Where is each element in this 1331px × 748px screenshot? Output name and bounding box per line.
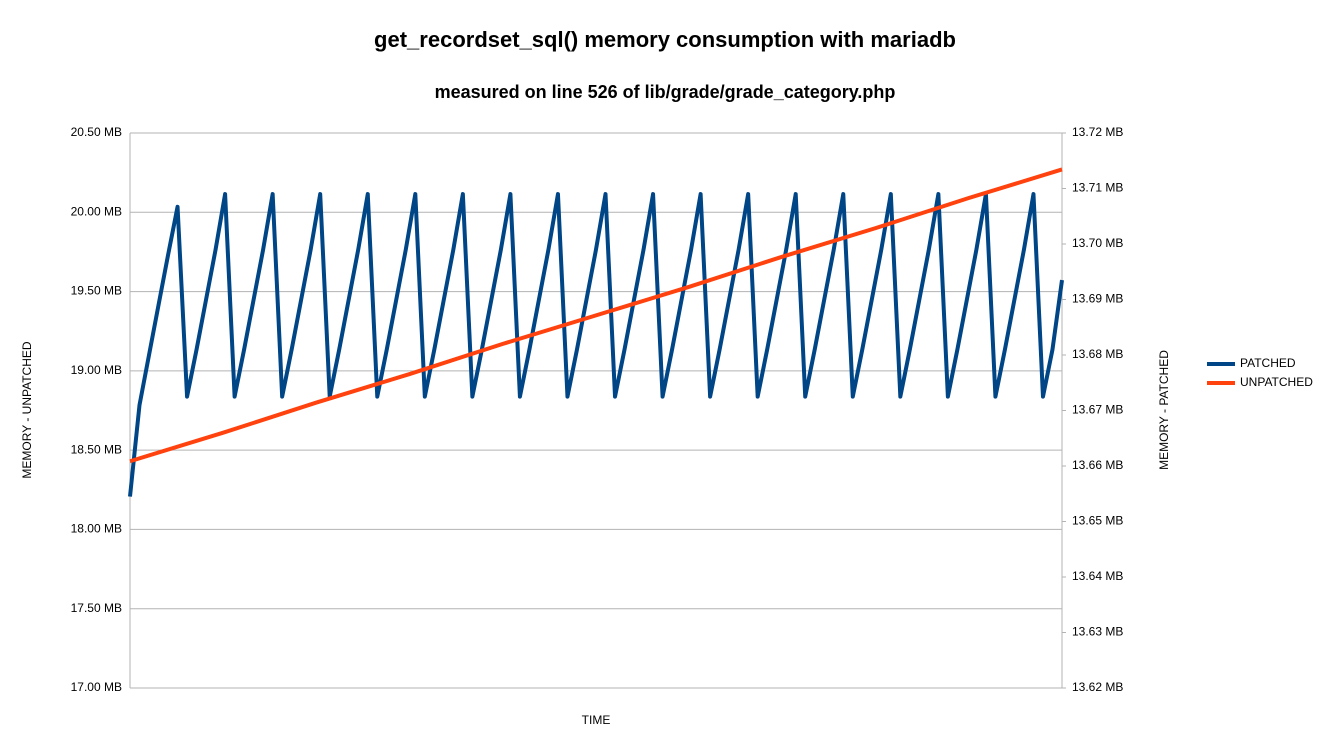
y-axis-title: MEMORY - UNPATCHED	[20, 341, 34, 478]
y2-tick-label: 13.65 MB	[1072, 514, 1123, 528]
y-tick-label: 20.50 MB	[71, 125, 122, 139]
y2-tick-label: 13.66 MB	[1072, 458, 1123, 472]
y2-tick-label: 13.70 MB	[1072, 236, 1123, 250]
y2-axis-title: MEMORY - PATCHED	[1157, 350, 1171, 470]
y-tick-label: 19.50 MB	[71, 284, 122, 298]
series-line	[128, 192, 1064, 497]
series-line	[129, 167, 1063, 464]
y-tick-label: 19.00 MB	[71, 363, 122, 377]
y-tick-label: 17.00 MB	[71, 680, 122, 694]
x-axis-title: TIME	[582, 713, 611, 727]
legend-label: PATCHED	[1240, 356, 1296, 370]
chart-subtitle: measured on line 526 of lib/grade/grade_…	[435, 82, 896, 102]
y2-tick-label: 13.69 MB	[1072, 292, 1123, 306]
legend-label: UNPATCHED	[1240, 375, 1313, 389]
y2-tick-label: 13.71 MB	[1072, 181, 1123, 195]
y-tick-label: 18.50 MB	[71, 442, 122, 456]
y2-tick-label: 13.68 MB	[1072, 347, 1123, 361]
y-tick-label: 17.50 MB	[71, 601, 122, 615]
y2-tick-label: 13.64 MB	[1072, 569, 1123, 583]
y-tick-label: 20.00 MB	[71, 204, 122, 218]
y2-tick-label: 13.62 MB	[1072, 680, 1123, 694]
y2-tick-label: 13.72 MB	[1072, 125, 1123, 139]
y2-tick-label: 13.67 MB	[1072, 403, 1123, 417]
y2-tick-label: 13.63 MB	[1072, 625, 1123, 639]
y-tick-label: 18.00 MB	[71, 522, 122, 536]
chart-title: get_recordset_sql() memory consumption w…	[374, 27, 956, 52]
